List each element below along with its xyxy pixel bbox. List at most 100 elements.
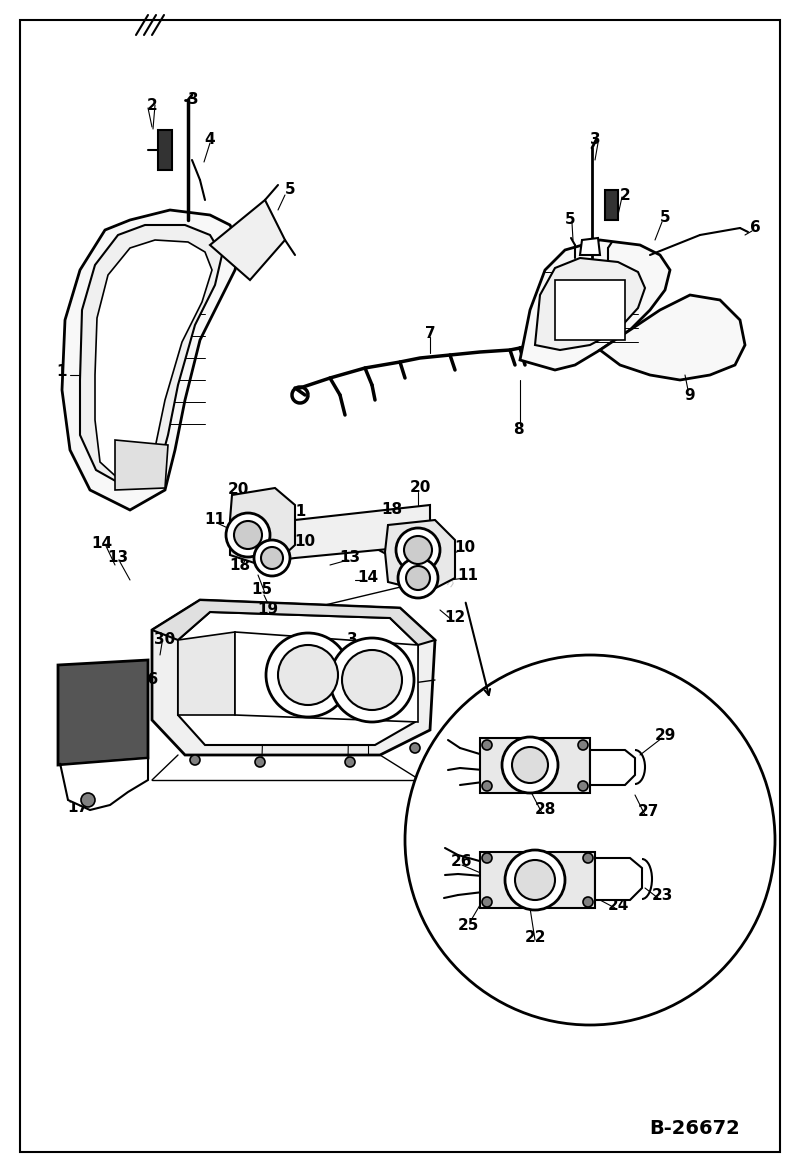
Polygon shape (605, 190, 618, 220)
Circle shape (482, 781, 492, 791)
Text: 29: 29 (654, 728, 676, 743)
Text: 18: 18 (382, 503, 402, 518)
Polygon shape (80, 225, 222, 488)
Polygon shape (555, 280, 625, 340)
Text: 10: 10 (454, 540, 475, 556)
Text: 3: 3 (188, 93, 198, 108)
Text: 2: 2 (620, 188, 630, 203)
Circle shape (81, 793, 95, 808)
Circle shape (583, 853, 593, 863)
Polygon shape (480, 852, 595, 908)
Circle shape (482, 897, 492, 907)
Polygon shape (178, 612, 418, 745)
Circle shape (482, 740, 492, 750)
Text: 23: 23 (651, 887, 673, 902)
Circle shape (482, 853, 492, 863)
Circle shape (396, 529, 440, 572)
Text: 15: 15 (251, 582, 273, 598)
Polygon shape (480, 738, 590, 793)
Text: 5: 5 (257, 653, 267, 668)
Circle shape (406, 566, 430, 590)
Text: 14: 14 (91, 536, 113, 551)
Polygon shape (595, 858, 642, 900)
Polygon shape (600, 295, 745, 380)
Polygon shape (178, 632, 235, 715)
Text: 14: 14 (359, 647, 381, 662)
Text: 3: 3 (346, 633, 358, 647)
Text: 3: 3 (590, 132, 600, 148)
Text: 9: 9 (685, 388, 695, 402)
Polygon shape (230, 488, 295, 568)
Text: 4: 4 (205, 132, 215, 148)
Text: 24: 24 (607, 898, 629, 913)
Polygon shape (60, 758, 148, 810)
Text: 1: 1 (57, 364, 67, 380)
Polygon shape (95, 240, 212, 482)
Circle shape (234, 522, 262, 548)
Circle shape (410, 743, 420, 752)
Text: 5: 5 (285, 183, 295, 198)
Text: 22: 22 (524, 931, 546, 946)
Text: 26: 26 (451, 854, 473, 870)
Text: 21: 21 (286, 504, 306, 519)
Polygon shape (210, 200, 285, 280)
Circle shape (254, 540, 290, 575)
Polygon shape (590, 750, 635, 785)
Polygon shape (158, 130, 172, 170)
Text: 18: 18 (230, 558, 250, 572)
Circle shape (266, 633, 350, 717)
Circle shape (404, 536, 432, 564)
Text: 14: 14 (358, 571, 378, 586)
Text: 25: 25 (458, 918, 478, 933)
Circle shape (512, 747, 548, 783)
Text: 5: 5 (565, 212, 575, 227)
Circle shape (190, 755, 200, 765)
Text: 13: 13 (339, 551, 361, 566)
Text: 16: 16 (138, 673, 158, 688)
Text: 11: 11 (205, 512, 226, 527)
Circle shape (226, 513, 270, 557)
Circle shape (398, 558, 438, 598)
Text: 11: 11 (458, 567, 478, 582)
Text: 7: 7 (425, 326, 435, 341)
Circle shape (330, 638, 414, 722)
Circle shape (515, 860, 555, 900)
Polygon shape (115, 440, 168, 490)
Polygon shape (152, 600, 435, 645)
Text: 20: 20 (410, 481, 430, 496)
Text: 8: 8 (513, 422, 523, 437)
Circle shape (405, 655, 775, 1026)
Text: 27: 27 (638, 804, 658, 819)
Circle shape (578, 781, 588, 791)
Polygon shape (280, 505, 430, 560)
Text: 13: 13 (107, 551, 129, 566)
Circle shape (342, 650, 402, 710)
Text: 5: 5 (660, 211, 670, 225)
Text: 20: 20 (227, 483, 249, 497)
Polygon shape (58, 660, 148, 765)
Polygon shape (20, 20, 780, 1152)
Text: B-26672: B-26672 (650, 1118, 740, 1138)
Circle shape (583, 897, 593, 907)
Circle shape (578, 740, 588, 750)
Text: 10: 10 (294, 534, 315, 550)
Polygon shape (152, 600, 435, 755)
Text: 28: 28 (534, 803, 556, 818)
Text: 19: 19 (258, 602, 278, 618)
Text: 2: 2 (146, 97, 158, 113)
Text: parts.com: parts.com (404, 550, 456, 591)
Polygon shape (385, 520, 455, 592)
Circle shape (261, 547, 283, 568)
Polygon shape (535, 258, 645, 350)
Circle shape (278, 645, 338, 706)
Text: 6: 6 (750, 220, 760, 236)
Circle shape (505, 850, 565, 909)
Circle shape (502, 737, 558, 793)
Circle shape (255, 757, 265, 766)
Text: 12: 12 (444, 611, 466, 626)
Polygon shape (62, 210, 240, 510)
Text: 30: 30 (154, 633, 176, 647)
Polygon shape (580, 238, 600, 255)
Polygon shape (520, 240, 670, 370)
Polygon shape (235, 632, 418, 722)
